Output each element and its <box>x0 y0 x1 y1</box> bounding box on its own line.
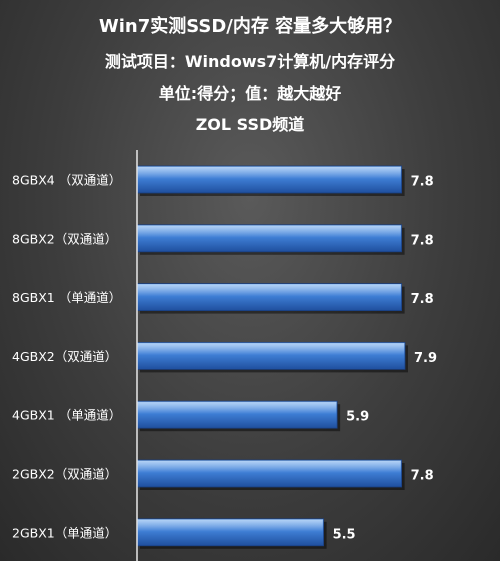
chart-subtitle-source: ZOL SSD频道 <box>195 115 305 134</box>
data-label-0: 7.8 <box>411 175 434 190</box>
category-label-6: 2GBX1（单通道） <box>12 525 117 540</box>
bar-highlight-0 <box>138 167 401 180</box>
category-label-5: 2GBX2（双通道） <box>12 467 117 482</box>
data-label-6: 5.5 <box>333 527 356 542</box>
category-label-3: 4GBX2（双通道） <box>12 349 117 364</box>
data-label-3: 7.9 <box>414 351 437 366</box>
chart-title: Win7实测SSD/内存 容量多大够用？ <box>98 16 402 37</box>
category-label-0: 8GBX4 （双通道） <box>12 173 121 188</box>
chart-subtitle-test-item: 测试项目：Windows7计算机/内存评分 <box>104 52 396 71</box>
bar-highlight-1 <box>138 225 401 238</box>
category-label-1: 8GBX2（双通道） <box>12 231 117 246</box>
category-label-2: 8GBX1 （单通道） <box>12 290 121 305</box>
data-label-5: 7.8 <box>411 469 434 484</box>
category-label-4: 4GBX1 （单通道） <box>12 408 121 423</box>
bar-highlight-4 <box>138 402 337 415</box>
data-label-2: 7.8 <box>411 292 434 307</box>
chart-subtitle-unit: 单位:得分；值：越大越好 <box>158 84 342 103</box>
data-label-1: 7.8 <box>411 233 434 248</box>
bars-layer: 8GBX4 （双通道） 7.8 8GBX2（双通道） 7.8 8GBX1 （单通道） 7.… <box>12 165 437 549</box>
data-label-4: 5.9 <box>346 410 369 425</box>
bar-highlight-3 <box>138 343 404 356</box>
bar-highlight-5 <box>138 461 401 474</box>
bar-highlight-2 <box>138 284 401 297</box>
bar-highlight-6 <box>138 519 323 532</box>
